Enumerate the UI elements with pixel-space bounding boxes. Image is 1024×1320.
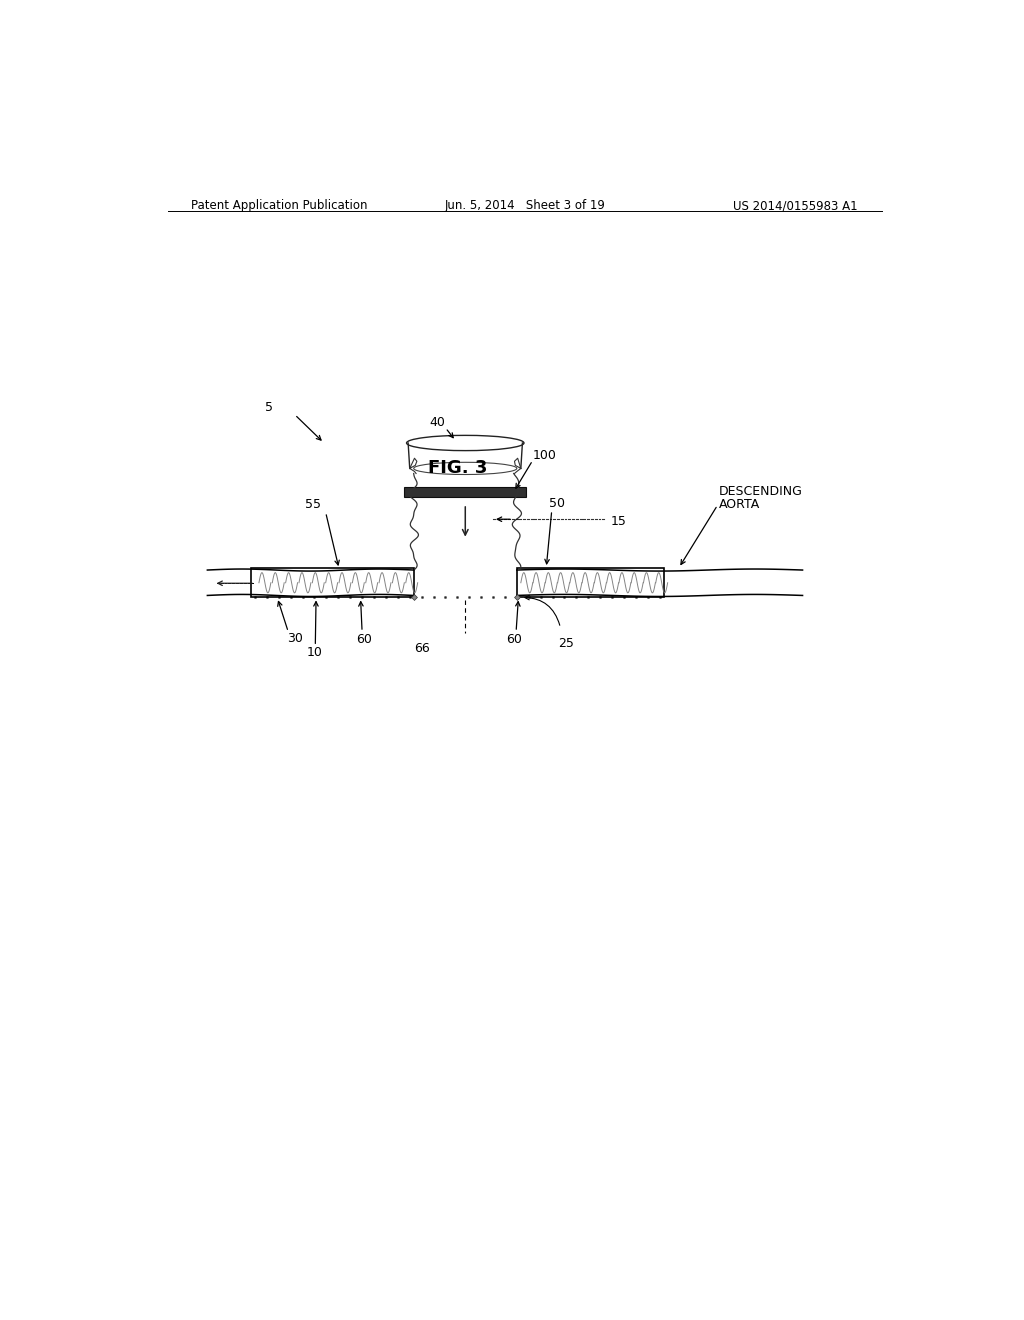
Text: 15: 15	[610, 515, 627, 528]
Text: 40: 40	[429, 416, 445, 429]
Text: 55: 55	[305, 499, 321, 511]
Text: 30: 30	[287, 632, 303, 644]
Text: DESCENDING: DESCENDING	[719, 486, 803, 498]
Text: 10: 10	[306, 645, 323, 659]
Text: 60: 60	[356, 632, 373, 645]
Text: US 2014/0155983 A1: US 2014/0155983 A1	[733, 199, 858, 213]
Text: FIG. 3: FIG. 3	[428, 459, 487, 478]
Bar	[517, 568, 664, 598]
Text: AORTA: AORTA	[719, 499, 761, 511]
Text: 60: 60	[506, 632, 521, 645]
Text: 50: 50	[549, 498, 564, 511]
Text: 66: 66	[414, 642, 429, 655]
Text: 25: 25	[558, 636, 574, 649]
Text: 5: 5	[265, 401, 273, 414]
Text: Patent Application Publication: Patent Application Publication	[191, 199, 368, 213]
Text: 100: 100	[532, 449, 557, 462]
Bar	[404, 487, 526, 496]
Bar	[251, 568, 414, 598]
Text: Jun. 5, 2014   Sheet 3 of 19: Jun. 5, 2014 Sheet 3 of 19	[444, 199, 605, 213]
